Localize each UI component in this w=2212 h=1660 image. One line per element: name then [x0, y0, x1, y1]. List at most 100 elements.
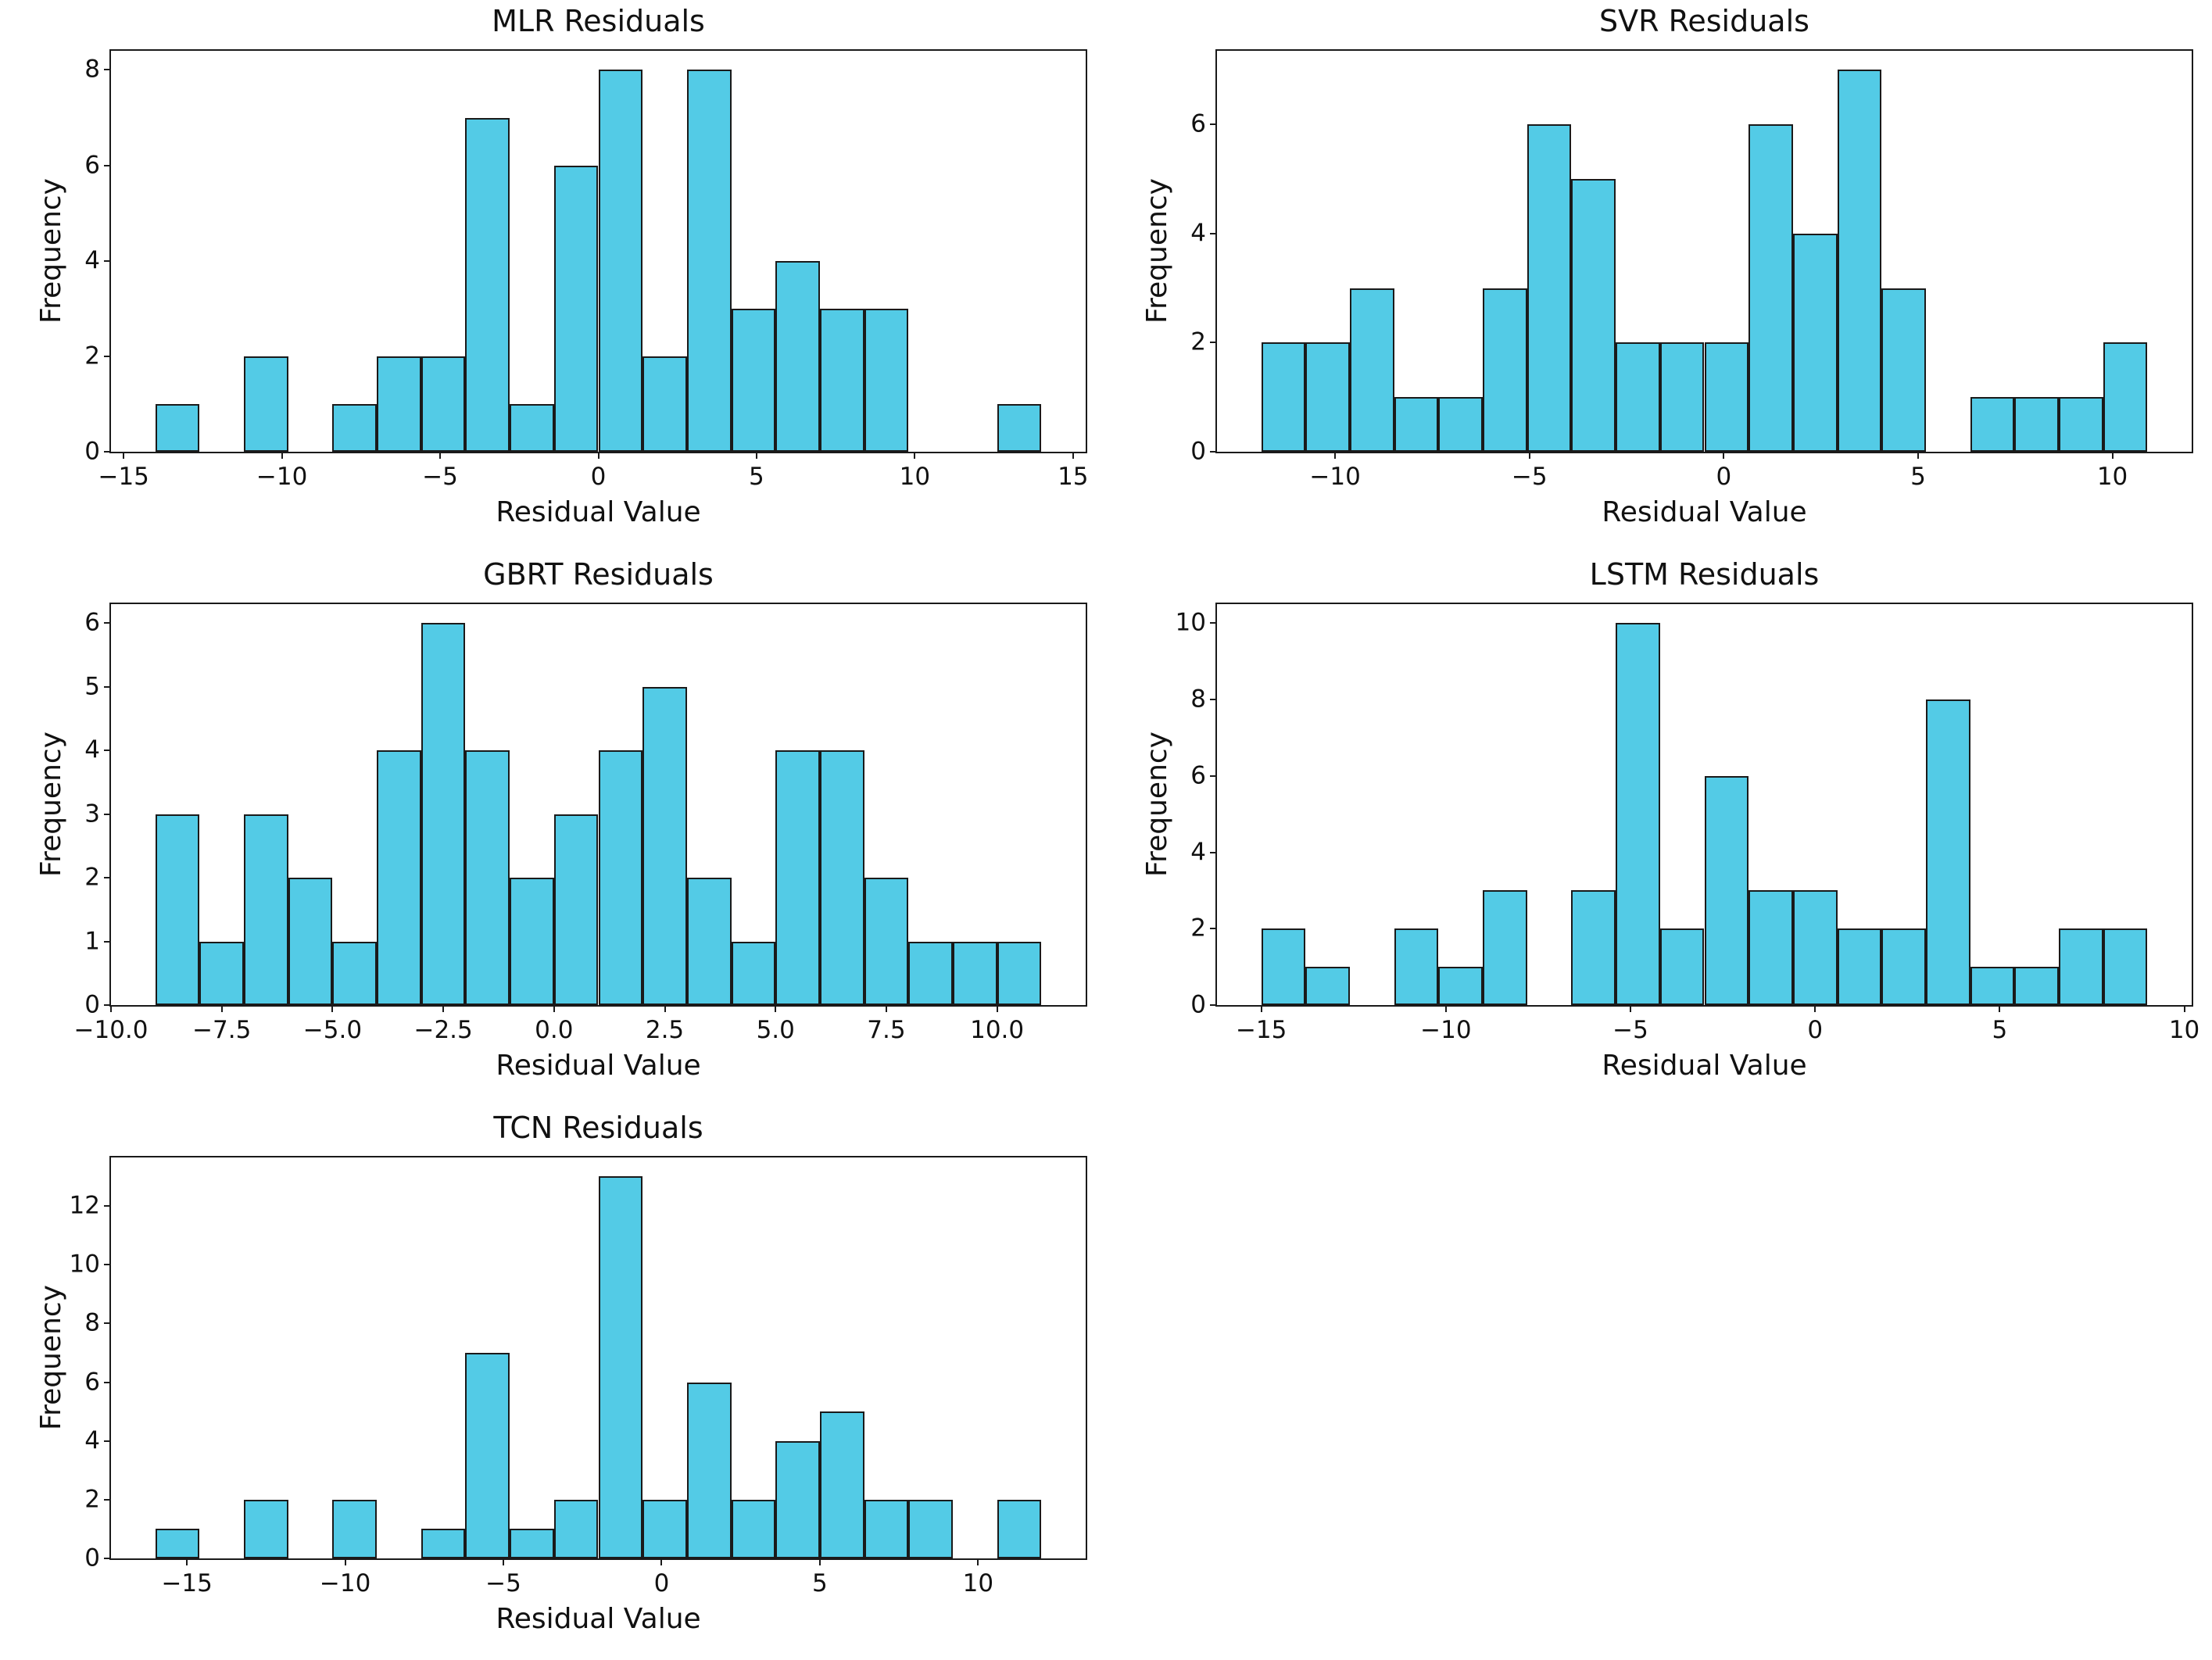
x-tick-mark [885, 1005, 887, 1012]
y-tick-mark [104, 940, 111, 943]
y-tick-label: 12 [69, 1191, 100, 1220]
x-tick-label: 10 [2168, 1016, 2200, 1044]
histogram-bar [2058, 928, 2103, 1005]
histogram-bar [1881, 928, 1926, 1005]
histogram-bar [155, 403, 200, 452]
x-tick-label: −7.5 [192, 1016, 252, 1044]
histogram-bar [1571, 890, 1616, 1005]
x-tick-label: 5 [812, 1569, 828, 1597]
histogram-bar [1483, 288, 1527, 452]
histogram-bar [1527, 124, 1572, 452]
y-tick-label: 6 [1190, 109, 1206, 138]
y-axis-label-lstm: Frequency [1141, 732, 1173, 877]
y-tick-label: 0 [1190, 437, 1206, 466]
chart-cell-mlr: MLR Residuals Frequency −15 −10 −5 0 5 10 15 0 2… [0, 0, 1106, 553]
x-tick-label: −10 [319, 1569, 371, 1597]
histogram-bar [731, 308, 776, 452]
y-tick-mark [104, 1440, 111, 1442]
x-tick-mark [281, 452, 283, 459]
y-tick-label: 4 [84, 1426, 100, 1455]
y-tick-mark [1210, 123, 1217, 126]
y-tick-mark [104, 259, 111, 262]
histogram-bar [553, 1499, 599, 1558]
y-tick-label: 3 [84, 800, 100, 828]
x-tick-mark [1999, 1005, 2001, 1012]
y-tick-mark [104, 877, 111, 879]
histogram-bar [1483, 890, 1527, 1005]
histogram-bar [1837, 70, 1882, 452]
histogram-bar [1792, 233, 1838, 452]
histogram-bar [465, 1352, 510, 1558]
histogram-bar [2058, 397, 2103, 452]
x-tick-mark [2111, 452, 2114, 459]
x-tick-mark [186, 1558, 188, 1565]
x-tick-label: 5 [749, 463, 764, 491]
x-tick-label: −5 [485, 1569, 521, 1597]
y-tick-mark [1210, 1004, 1217, 1006]
x-tick-label: 5 [1992, 1016, 2008, 1044]
y-tick-mark [1210, 851, 1217, 853]
histogram-bar [1571, 179, 1616, 452]
chart-title-svr: SVR Residuals [1599, 4, 1809, 38]
plot-area-tcn: −15 −10 −5 0 5 10 0 2 4 6 8 10 12 [70, 1156, 1087, 1597]
y-tick-label: 2 [84, 342, 100, 370]
y-tick-mark [104, 1558, 111, 1559]
x-tick-label: 10 [962, 1569, 994, 1597]
histogram-bar [2103, 342, 2148, 452]
histogram-bar [155, 814, 200, 1005]
chart-cell-svr: SVR Residuals Frequency −10 −5 0 5 10 0 2 4 6 Re… [1106, 0, 2212, 553]
y-tick-label: 6 [1190, 761, 1206, 790]
y-tick-mark [104, 69, 111, 71]
chart-cell-tcn: TCN Residuals Frequency −15 −10 −5 0 5 10 0 2 4 6… [0, 1107, 1106, 1660]
histogram-bar [332, 403, 378, 452]
y-tick-label: 4 [84, 735, 100, 764]
histogram-bar [465, 750, 510, 1005]
x-tick-label: −10 [1420, 1016, 1472, 1044]
x-tick-label: 10 [899, 463, 931, 491]
y-tick-label: 4 [1190, 838, 1206, 867]
x-tick-mark [439, 452, 442, 459]
x-tick-label: −15 [1235, 1016, 1287, 1044]
x-tick-label: −5 [422, 463, 458, 491]
x-tick-label: 10 [2096, 463, 2128, 491]
x-tick-mark [503, 1558, 505, 1565]
histogram-bar [332, 941, 378, 1005]
histogram-bar [2014, 967, 2059, 1005]
x-tick-label: 0.0 [535, 1016, 574, 1044]
histogram-bar [1970, 397, 2015, 452]
histogram-bar [1704, 775, 1749, 1005]
chart-cell-gbrt: GBRT Residuals Frequency −10.0 −7.5 −5.0 −2… [0, 553, 1106, 1107]
histogram-bar [199, 941, 245, 1005]
histogram-bar [377, 750, 421, 1005]
x-tick-label: 0 [1807, 1016, 1824, 1044]
y-tick-mark [104, 1205, 111, 1207]
histogram-bar [642, 356, 687, 452]
histogram-bar [510, 403, 554, 452]
histogram-bar [155, 1529, 200, 1558]
histogram-bar [421, 623, 466, 1005]
histogram-bar [1261, 928, 1306, 1005]
x-tick-mark [996, 1005, 998, 1012]
histogram-bar [1438, 967, 1484, 1005]
y-tick-label: 4 [1190, 219, 1206, 248]
y-tick-label: 2 [1190, 914, 1206, 943]
y-tick-mark [104, 451, 111, 453]
histogram-bar [1748, 124, 1793, 452]
histogram-bar [1881, 288, 1926, 452]
histogram-bar [997, 403, 1042, 452]
plot-area-gbrt: −10.0 −7.5 −5.0 −2.5 0.0 2.5 5.0 7.5 10.0 0 1 2 3 4 5 6 [74, 603, 1087, 1043]
histogram-bar [510, 878, 554, 1005]
histogram-bar [864, 308, 909, 452]
y-tick-mark [104, 685, 111, 688]
x-tick-mark [1260, 1005, 1262, 1012]
y-axis-label-tcn: Frequency [35, 1285, 67, 1430]
x-tick-label: −5.0 [302, 1016, 363, 1044]
chart-cell-lstm: LSTM Residuals Frequency −15 −10 −5 0 5 10 0 2 4… [1106, 553, 2212, 1107]
histogram-bar [1394, 928, 1439, 1005]
y-tick-mark [104, 1381, 111, 1383]
x-tick-label: 0 [1716, 463, 1732, 491]
y-tick-mark [104, 355, 111, 357]
x-tick-mark [1723, 452, 1725, 459]
histogram-bar [864, 878, 909, 1005]
